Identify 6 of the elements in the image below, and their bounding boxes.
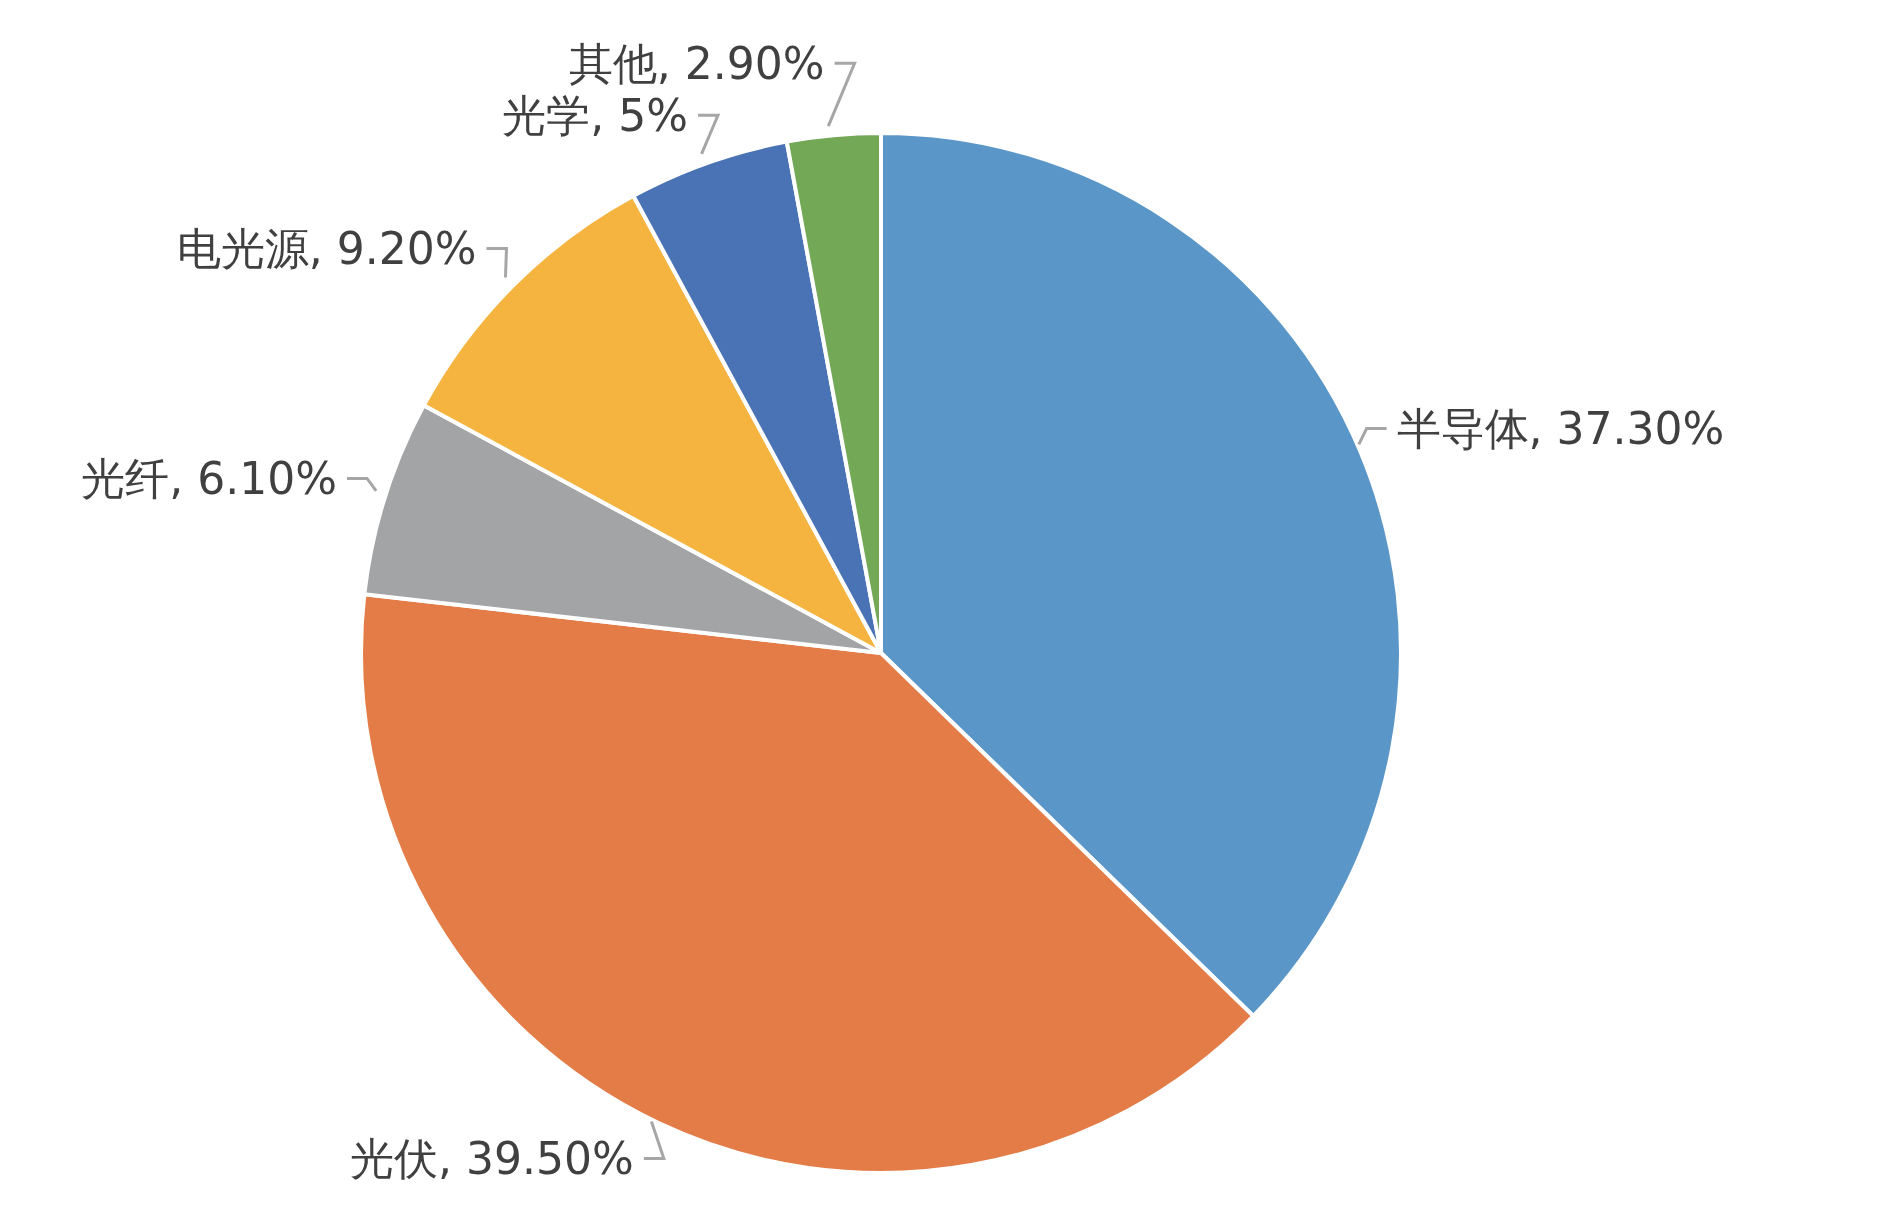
slice-label: 半导体, 37.30%	[1396, 403, 1725, 455]
slice-label: 光纤, 6.10%	[81, 452, 338, 504]
slice-label: 光学, 5%	[502, 89, 688, 141]
slice-label: 电光源, 9.20%	[176, 222, 477, 274]
slice-label: 其他, 2.90%	[568, 37, 825, 89]
slice-label: 光伏, 39.50%	[350, 1132, 634, 1184]
